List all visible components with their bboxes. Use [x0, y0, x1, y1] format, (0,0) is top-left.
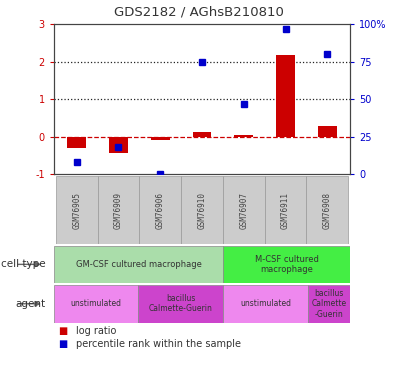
Text: agent: agent — [16, 299, 46, 309]
Bar — [181, 176, 223, 244]
Bar — [109, 137, 128, 153]
Text: ■: ■ — [58, 339, 67, 349]
Bar — [139, 285, 223, 322]
Text: bacillus
Calmette-Guerin: bacillus Calmette-Guerin — [149, 294, 213, 314]
Bar — [151, 137, 170, 140]
Bar — [54, 246, 223, 283]
Bar — [234, 135, 253, 137]
Text: GSM76905: GSM76905 — [72, 192, 81, 228]
Text: GSM76909: GSM76909 — [114, 192, 123, 228]
Bar — [98, 176, 139, 244]
Bar — [276, 55, 295, 137]
Bar — [223, 285, 308, 322]
Text: unstimulated: unstimulated — [240, 299, 291, 308]
Bar — [139, 176, 181, 244]
Text: bacillus
Calmette
-Guerin: bacillus Calmette -Guerin — [312, 289, 347, 319]
Text: GSM76910: GSM76910 — [197, 192, 207, 228]
Text: ■: ■ — [58, 326, 67, 336]
Text: GSM76911: GSM76911 — [281, 192, 290, 228]
Bar — [56, 176, 98, 244]
Text: GSM76906: GSM76906 — [156, 192, 165, 228]
Bar — [223, 176, 265, 244]
Bar — [308, 285, 350, 322]
Text: unstimulated: unstimulated — [70, 299, 121, 308]
Bar — [223, 246, 350, 283]
Bar — [193, 132, 211, 137]
Text: cell type: cell type — [1, 260, 46, 269]
Text: GDS2182 / AGhsB210810: GDS2182 / AGhsB210810 — [114, 6, 284, 18]
Bar — [318, 126, 337, 137]
Bar — [265, 176, 306, 244]
Text: log ratio: log ratio — [76, 326, 116, 336]
Text: M-CSF cultured
macrophage: M-CSF cultured macrophage — [255, 255, 319, 274]
Text: GSM76908: GSM76908 — [323, 192, 332, 228]
Text: GSM76907: GSM76907 — [239, 192, 248, 228]
Bar — [306, 176, 348, 244]
Bar — [54, 285, 139, 322]
Text: percentile rank within the sample: percentile rank within the sample — [76, 339, 241, 349]
Text: GM-CSF cultured macrophage: GM-CSF cultured macrophage — [76, 260, 201, 269]
Bar — [67, 137, 86, 148]
